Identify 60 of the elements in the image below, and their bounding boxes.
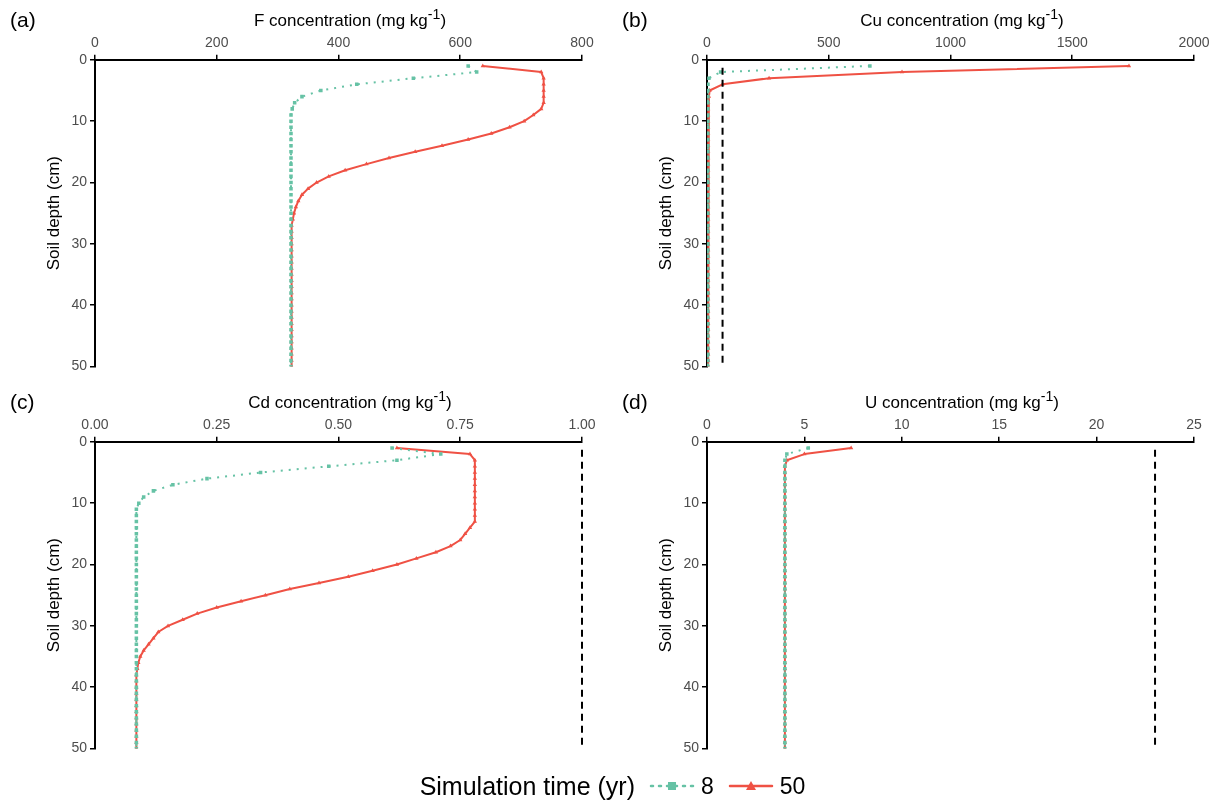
x-axis-title: Cd concentration (mg kg$^{-1}$): [247, 388, 453, 413]
y-tick-label: 0: [79, 432, 88, 449]
y-axis-title: Soil depth (cm): [43, 156, 63, 271]
x-axis-title: Cu concentration (mg kg$^{-1}$): [859, 6, 1065, 31]
x-tick-label: 0.75: [446, 416, 475, 433]
text: (a): [10, 8, 36, 32]
y-tick-label: 10: [71, 494, 88, 511]
y-tick-label: 50: [683, 739, 700, 756]
y-tick-label: 10: [71, 112, 88, 129]
x-tick-label: 800: [570, 34, 594, 51]
y-tick-label: 40: [71, 296, 88, 313]
y-tick-label: 30: [71, 616, 88, 633]
x-tick-label: 600: [448, 34, 473, 51]
y-tick-label: 40: [71, 678, 88, 695]
legend-title: Simulation time (yr): [419, 771, 635, 801]
x-tick-label: 0.50: [324, 416, 353, 433]
x-tick-label: 25: [1186, 416, 1202, 433]
x-tick-label: 500: [817, 34, 841, 51]
y-tick-label: 20: [71, 173, 88, 190]
x-tick-label: 1500: [1056, 34, 1089, 51]
x-tick-label: 400: [326, 34, 351, 51]
y-tick-label: 50: [683, 357, 700, 374]
y-tick-label: 50: [71, 357, 88, 374]
y-tick-label: 40: [683, 296, 700, 313]
x-tick-label: 1.00: [568, 416, 596, 433]
y-tick-label: 10: [683, 112, 700, 129]
x-tick-label: 0: [703, 34, 712, 51]
y-tick-label: 50: [71, 739, 88, 756]
y-tick-label: 0: [691, 432, 700, 449]
x-tick-label: 5: [800, 416, 809, 433]
legend-label: 8: [700, 772, 714, 800]
text: (c): [10, 390, 35, 414]
y-tick-label: 10: [683, 494, 700, 511]
x-tick-label: 1000: [934, 34, 967, 51]
y-tick-label: 20: [683, 555, 700, 572]
y-axis-title: Soil depth (cm): [655, 538, 675, 653]
x-tick-label: 15: [991, 416, 1008, 433]
x-tick-label: 10: [893, 416, 910, 433]
x-tick-label: 0.00: [81, 416, 109, 433]
legend-label: 50: [779, 772, 806, 800]
x-axis-title: F concentration (mg kg$^{-1}$): [252, 6, 448, 31]
y-tick-label: 20: [683, 173, 700, 190]
x-tick-label: 2000: [1178, 34, 1210, 51]
y-tick-label: 0: [79, 50, 88, 67]
x-tick-label: 0.25: [203, 416, 231, 433]
y-tick-label: 30: [683, 616, 700, 633]
x-tick-label: 20: [1088, 416, 1105, 433]
y-tick-label: 20: [71, 555, 88, 572]
y-tick-label: 0: [691, 50, 700, 67]
x-tick-label: 0: [703, 416, 712, 433]
y-tick-label: 30: [71, 234, 88, 251]
text: (d): [622, 390, 648, 414]
x-axis-title: U concentration (mg kg$^{-1}$): [864, 388, 1060, 413]
y-tick-label: 30: [683, 234, 700, 251]
y-axis-title: Soil depth (cm): [43, 538, 63, 653]
y-tick-label: 40: [683, 678, 700, 695]
y-axis-title: Soil depth (cm): [655, 156, 675, 271]
text: (b): [622, 8, 648, 32]
x-tick-label: 200: [205, 34, 229, 51]
x-tick-label: 0: [91, 34, 100, 51]
